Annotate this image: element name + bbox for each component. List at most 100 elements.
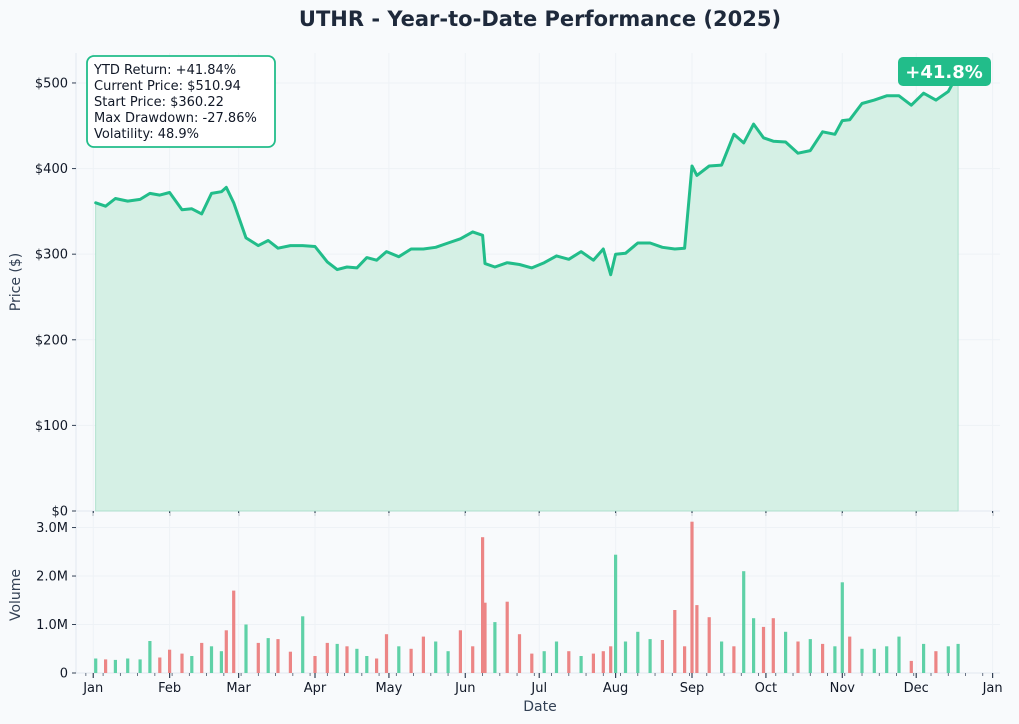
return-badge-background [898, 57, 991, 86]
volume-bar [720, 641, 724, 673]
volume-bar [579, 656, 583, 673]
volume-bar [848, 636, 852, 673]
volume-bar [732, 646, 736, 673]
volume-bar [219, 651, 223, 673]
volume-bar [244, 624, 248, 673]
volume-bar [609, 646, 613, 673]
stat-max-drawdown: Max Drawdown: -27.86% [94, 111, 257, 126]
price-y-tick-label: $500 [35, 76, 68, 91]
volume-bar [771, 618, 775, 673]
volume-bar [481, 537, 485, 673]
volume-bar [690, 521, 694, 673]
volume-bar [683, 646, 687, 673]
volume-bar [840, 582, 844, 673]
volume-bar [384, 634, 389, 673]
date-x-ticks: Jan Feb Mar Apr May Jun Jul Aug Sep Oct Nov Dec Jan [82, 673, 1003, 696]
volume-bar [922, 643, 926, 673]
volume-bar [897, 636, 901, 673]
volume-bar [660, 640, 664, 673]
volume-bar [446, 651, 450, 673]
volume-bar [695, 605, 699, 673]
volume-bar [946, 646, 950, 673]
date-x-tick-label: Dec [904, 681, 929, 696]
volume-bar [94, 658, 98, 673]
volume-bar [567, 651, 571, 673]
volume-bar [833, 646, 837, 673]
volume-bar [808, 639, 812, 673]
date-x-axis-label: Date [523, 699, 556, 715]
price-y-tick-label: $200 [35, 333, 68, 348]
volume-bar [517, 634, 522, 673]
price-line [94, 72, 960, 277]
price-y-axis-label: Price ($) [8, 253, 24, 311]
volume-y-tick-label: 2.0M [36, 570, 68, 585]
chart-title: UTHR - Year-to-Date Performance (2025) [299, 7, 781, 31]
date-x-tick-label: Jan [82, 681, 103, 696]
volume-bar [276, 639, 280, 673]
volume-bar [752, 618, 756, 673]
volume-bar [190, 656, 194, 673]
volume-bar [138, 659, 142, 673]
volume-bar [673, 610, 677, 673]
volume-bar [409, 648, 413, 673]
volume-bar [458, 630, 462, 673]
volume-bars [94, 521, 960, 673]
volume-bar [180, 653, 184, 673]
volume-bar [909, 660, 913, 673]
volume-bar [505, 601, 509, 673]
volume-bar [345, 646, 349, 673]
volume-bar [113, 659, 117, 673]
date-x-tick-label: Jul [530, 681, 547, 696]
price-x-ticks [92, 511, 994, 516]
volume-y-tick-label: 0 [60, 667, 68, 682]
volume-panel: 0 1.0M 2.0M 3.0M Jan Feb Mar Apr May Jun Jul Aug Se… [8, 513, 1003, 715]
volume-bar [126, 658, 130, 673]
volume-bar [761, 626, 766, 673]
stat-volatility: Volatility: 48.9% [94, 127, 199, 142]
volume-bar [335, 643, 339, 673]
volume-bar [397, 646, 401, 673]
date-x-tick-label: Feb [158, 681, 181, 696]
volume-bar [365, 656, 369, 673]
volume-bar [860, 648, 864, 673]
volume-bar [554, 641, 559, 673]
volume-bar [313, 656, 317, 673]
date-x-tick-label: Oct [755, 681, 777, 696]
volume-bar [872, 648, 876, 673]
volume-bar [375, 658, 379, 673]
volume-y-tick-label: 3.0M [36, 521, 68, 536]
return-badge-label: +41.8% [905, 62, 983, 83]
volume-bar [266, 638, 270, 673]
stats-box-frame [86, 55, 276, 148]
stats-box: YTD Return: +41.84% Current Price: $510.… [86, 55, 276, 148]
volume-bar [530, 653, 534, 673]
volume-bar [542, 651, 546, 673]
volume-bar [821, 643, 825, 673]
volume-bar [742, 571, 746, 673]
date-x-tick-label: Sep [680, 681, 705, 696]
volume-bar [200, 642, 204, 673]
volume-y-tick-label: 1.0M [36, 618, 68, 633]
date-x-tick-label: Jan [982, 681, 1003, 696]
volume-bar [796, 641, 800, 673]
volume-bar [614, 554, 618, 673]
date-x-tick-label: Jun [454, 681, 475, 696]
volume-bar [956, 643, 960, 673]
price-y-ticks: $0 $100 $200 $300 $400 $500 [35, 76, 76, 520]
return-badge: +41.8% [898, 57, 991, 86]
volume-bar [168, 649, 172, 673]
volume-bar [636, 631, 640, 673]
date-x-tick-label: Mar [226, 681, 251, 696]
price-y-tick-label: $300 [35, 248, 68, 263]
volume-bar [232, 590, 236, 673]
volume-bar [784, 631, 788, 673]
volume-bar [224, 630, 228, 673]
date-x-tick-label: Apr [304, 681, 327, 696]
volume-bar [148, 641, 152, 673]
volume-bar [471, 646, 475, 673]
date-x-tick-label: May [375, 681, 402, 696]
volume-bar [325, 642, 329, 673]
price-y-tick-label: $400 [35, 162, 68, 177]
volume-bar [707, 617, 711, 673]
